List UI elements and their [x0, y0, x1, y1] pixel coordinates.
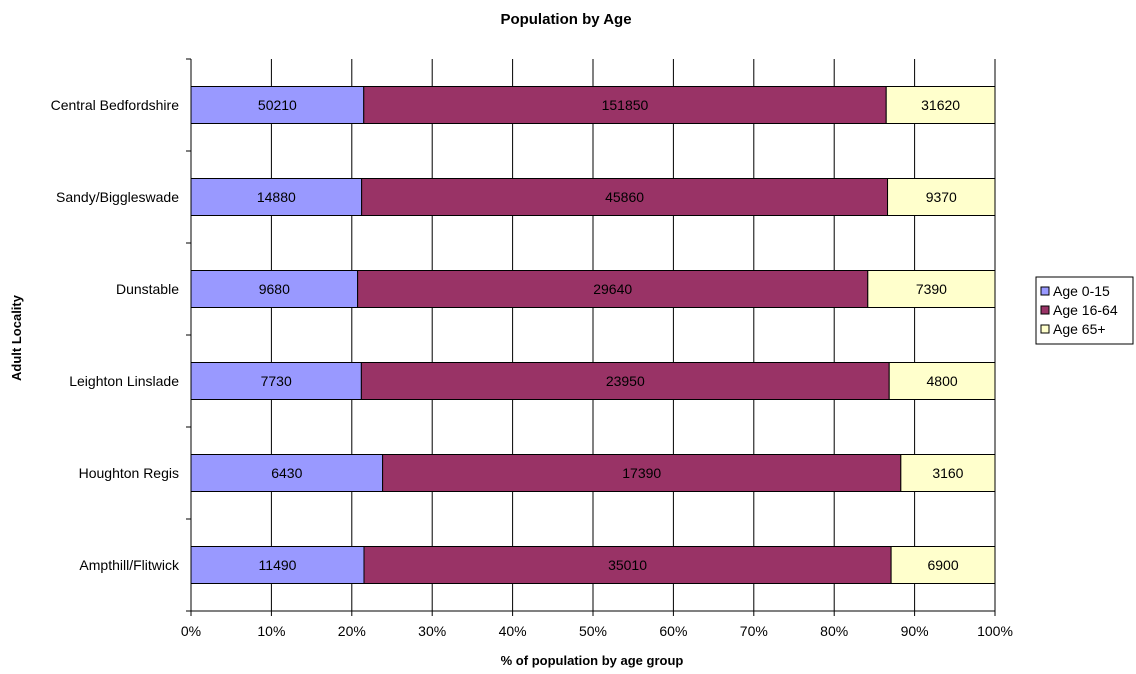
legend-box	[1035, 276, 1134, 345]
data-label: 50210	[258, 97, 297, 113]
data-label: 31620	[921, 97, 960, 113]
bar-segment	[190, 454, 384, 492]
legend-label: Age 0-15	[1053, 283, 1110, 299]
data-label: 11490	[259, 557, 297, 573]
x-tick-label: 30%	[418, 623, 446, 639]
legend-swatch	[1040, 324, 1050, 334]
bar-segment	[190, 178, 363, 216]
x-tick-label: 50%	[579, 623, 607, 639]
bar-segment	[888, 362, 996, 400]
data-label: 3160	[932, 465, 963, 481]
bar-segment	[190, 362, 362, 400]
data-label: 6900	[927, 557, 958, 573]
x-tick-label: 80%	[820, 623, 848, 639]
x-tick-label: 10%	[257, 623, 285, 639]
bar-segment	[885, 86, 996, 124]
category-label: Central Bedfordshire	[51, 97, 180, 113]
category-label: Houghton Regis	[79, 465, 179, 481]
x-tick-label: 20%	[338, 623, 366, 639]
x-tick-label: 90%	[901, 623, 929, 639]
category-label: Leighton Linslade	[69, 373, 179, 389]
legend-swatch	[1040, 286, 1050, 296]
data-label: 4800	[927, 373, 958, 389]
x-tick-label: 40%	[499, 623, 527, 639]
data-label: 6430	[271, 465, 302, 481]
category-labels: Central Bedfordshire Sandy/Biggleswade Dun…	[51, 97, 180, 573]
legend-label: Age 16-64	[1053, 302, 1118, 318]
data-label: 7730	[261, 373, 292, 389]
data-label: 151850	[602, 97, 649, 113]
bar-segment	[363, 86, 887, 124]
legend-swatch	[1040, 305, 1050, 315]
y-axis-title: Adult Locality	[9, 294, 24, 381]
axes	[186, 58, 996, 616]
data-label: 35010	[608, 557, 647, 573]
data-label: 9370	[926, 189, 957, 205]
bar-segment	[382, 454, 902, 492]
bar-segment	[360, 362, 890, 400]
bar-segment	[361, 178, 889, 216]
gridlines	[270, 59, 996, 611]
x-axis-title: % of population by age group	[501, 653, 684, 668]
bars: 50210 151850 31620 14880 45860 9370 9680 29640 7…	[190, 86, 996, 584]
bar-segment	[900, 454, 996, 492]
data-label: 7390	[916, 281, 947, 297]
x-tick-label: 100%	[977, 623, 1013, 639]
x-tick-labels: 0% 10% 20% 30% 40% 50% 60% 70% 80% 90% 100%	[181, 623, 1013, 639]
data-label: 14880	[257, 189, 296, 205]
legend: Age 0-15 Age 16-64 Age 65+	[1035, 276, 1134, 345]
bar-segment	[890, 546, 996, 584]
data-label: 9680	[259, 281, 290, 297]
data-label: 17390	[622, 465, 661, 481]
x-tick-label: 70%	[740, 623, 768, 639]
bar-segment	[867, 270, 996, 308]
x-tick-label: 0%	[181, 623, 201, 639]
data-label: 29640	[593, 281, 632, 297]
category-label: Ampthill/Flitwick	[79, 557, 180, 573]
category-label: Dunstable	[116, 281, 179, 297]
bar-segment	[357, 270, 869, 308]
chart-title: Population by Age	[500, 11, 631, 28]
category-label: Sandy/Biggleswade	[56, 189, 179, 205]
data-label: 23950	[606, 373, 645, 389]
legend-label: Age 65+	[1053, 321, 1106, 337]
bar-segment	[887, 178, 996, 216]
data-label: 45860	[605, 189, 644, 205]
x-tick-label: 60%	[659, 623, 687, 639]
